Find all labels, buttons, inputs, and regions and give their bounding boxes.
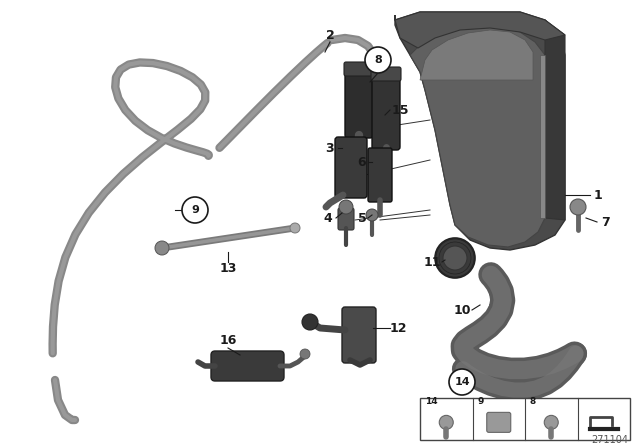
FancyBboxPatch shape	[345, 67, 373, 138]
Circle shape	[544, 415, 558, 429]
Circle shape	[300, 349, 310, 359]
Text: 10: 10	[453, 303, 471, 316]
Circle shape	[439, 415, 453, 429]
Circle shape	[339, 200, 353, 214]
Text: 2: 2	[326, 29, 334, 42]
Polygon shape	[395, 12, 565, 48]
Circle shape	[435, 238, 475, 278]
FancyBboxPatch shape	[342, 307, 376, 363]
Text: 14: 14	[454, 377, 470, 387]
Circle shape	[182, 197, 208, 223]
FancyBboxPatch shape	[371, 67, 401, 81]
Text: 9: 9	[477, 397, 484, 406]
Polygon shape	[540, 55, 545, 218]
Circle shape	[443, 246, 467, 270]
Text: 1: 1	[594, 189, 602, 202]
Text: 5: 5	[358, 211, 366, 224]
Polygon shape	[395, 12, 565, 250]
Circle shape	[366, 209, 378, 221]
Polygon shape	[410, 22, 545, 247]
Text: 4: 4	[324, 211, 332, 224]
FancyBboxPatch shape	[338, 208, 354, 230]
Circle shape	[365, 47, 391, 73]
Text: 8: 8	[374, 55, 382, 65]
Text: 15: 15	[391, 103, 409, 116]
FancyBboxPatch shape	[335, 137, 367, 198]
Text: 13: 13	[220, 262, 237, 275]
Polygon shape	[420, 30, 533, 80]
Bar	[420, 398, 630, 440]
Text: 11: 11	[423, 255, 441, 268]
Polygon shape	[545, 20, 565, 220]
Text: 271104: 271104	[591, 435, 628, 445]
Circle shape	[449, 369, 475, 395]
FancyBboxPatch shape	[368, 148, 392, 202]
Text: 14: 14	[425, 397, 438, 406]
Text: 16: 16	[220, 333, 237, 346]
Text: 12: 12	[389, 322, 407, 335]
Text: 9: 9	[191, 205, 199, 215]
Text: 6: 6	[358, 155, 366, 168]
Circle shape	[302, 314, 318, 330]
Circle shape	[290, 223, 300, 233]
Text: 3: 3	[326, 142, 334, 155]
Text: 8: 8	[530, 397, 536, 406]
Text: 7: 7	[600, 215, 609, 228]
FancyBboxPatch shape	[372, 72, 400, 150]
Circle shape	[155, 241, 169, 255]
Circle shape	[570, 199, 586, 215]
FancyBboxPatch shape	[487, 412, 511, 432]
FancyBboxPatch shape	[211, 351, 284, 381]
FancyBboxPatch shape	[344, 62, 374, 76]
